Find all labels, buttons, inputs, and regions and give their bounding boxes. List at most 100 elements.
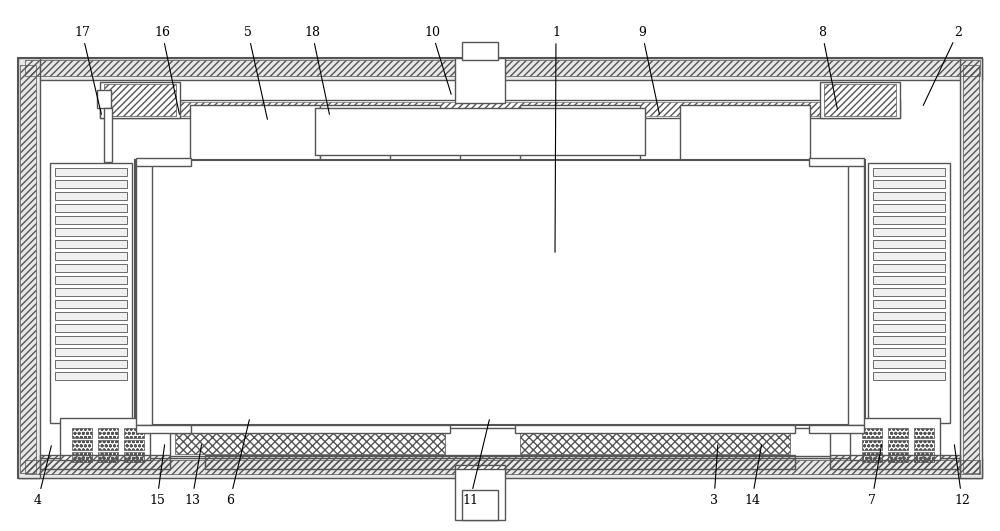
Bar	[18, 58, 982, 80]
Bar	[55, 216, 127, 224]
Bar	[55, 192, 127, 200]
Bar	[18, 58, 982, 478]
Bar	[914, 428, 934, 438]
Text: 10: 10	[424, 25, 440, 39]
Bar	[124, 440, 144, 450]
Bar	[888, 428, 908, 438]
Bar	[873, 348, 945, 356]
Bar	[462, 490, 498, 520]
Bar	[50, 163, 132, 423]
Bar	[55, 168, 127, 176]
Bar	[25, 460, 980, 474]
Bar	[960, 58, 982, 478]
Bar	[18, 458, 982, 478]
Bar	[72, 440, 92, 450]
Text: 17: 17	[74, 25, 90, 39]
Bar	[914, 440, 934, 450]
Text: 9: 9	[638, 25, 646, 39]
Bar	[55, 180, 127, 188]
Bar	[55, 228, 127, 236]
Text: 12: 12	[954, 493, 970, 507]
Bar	[55, 264, 127, 272]
Bar	[850, 418, 940, 460]
Bar	[830, 455, 960, 469]
Bar	[680, 105, 810, 160]
Bar	[873, 360, 945, 368]
Bar	[873, 228, 945, 236]
Bar	[455, 465, 505, 520]
Text: 3: 3	[710, 493, 718, 507]
Bar	[124, 452, 144, 462]
Bar	[462, 42, 498, 60]
Bar	[873, 264, 945, 272]
Bar	[320, 105, 440, 160]
Bar	[55, 336, 127, 344]
Bar	[873, 168, 945, 176]
Bar	[170, 428, 830, 456]
Text: 1: 1	[552, 25, 560, 39]
Bar	[25, 60, 980, 76]
Bar	[55, 372, 127, 380]
Bar	[515, 425, 795, 433]
Bar	[98, 440, 118, 450]
Bar	[55, 240, 127, 248]
Bar	[873, 192, 945, 200]
Bar	[824, 84, 896, 116]
Text: 14: 14	[744, 493, 760, 507]
Bar	[55, 360, 127, 368]
Text: 13: 13	[184, 493, 200, 507]
Text: 7: 7	[868, 493, 876, 507]
Bar	[98, 428, 118, 438]
Bar	[105, 102, 895, 116]
Bar	[390, 118, 460, 160]
Bar	[136, 158, 191, 166]
Bar	[873, 204, 945, 212]
Bar	[20, 65, 36, 473]
Bar	[100, 100, 900, 118]
Bar	[873, 324, 945, 332]
Bar	[104, 108, 112, 162]
Bar	[97, 90, 111, 108]
Bar	[914, 452, 934, 462]
Text: 6: 6	[226, 493, 234, 507]
Bar	[55, 348, 127, 356]
Bar	[873, 312, 945, 320]
Bar	[55, 300, 127, 308]
Bar	[809, 158, 864, 166]
Bar	[873, 276, 945, 284]
Bar	[124, 428, 144, 438]
Bar	[135, 160, 865, 425]
Bar	[862, 428, 882, 438]
Bar	[72, 428, 92, 438]
Bar	[98, 452, 118, 462]
Bar	[40, 455, 170, 469]
Bar	[820, 82, 900, 118]
Bar	[40, 455, 170, 469]
Text: 8: 8	[818, 25, 826, 39]
Bar	[104, 84, 176, 116]
Bar	[136, 425, 191, 433]
Text: 11: 11	[462, 493, 478, 507]
Bar	[55, 204, 127, 212]
Bar	[873, 252, 945, 260]
Bar	[55, 252, 127, 260]
Bar	[809, 425, 864, 433]
Bar	[963, 65, 979, 473]
Bar	[55, 288, 127, 296]
Bar	[315, 108, 645, 155]
Bar	[888, 440, 908, 450]
Bar	[868, 163, 950, 423]
Bar	[830, 455, 960, 469]
Bar	[136, 163, 152, 425]
Text: 18: 18	[304, 25, 320, 39]
Bar	[873, 300, 945, 308]
Bar	[55, 312, 127, 320]
Bar	[520, 105, 640, 160]
Bar	[862, 440, 882, 450]
Bar	[72, 452, 92, 462]
Bar	[862, 452, 882, 462]
Bar	[190, 105, 320, 160]
Bar	[205, 455, 795, 469]
Bar	[848, 163, 864, 425]
Bar	[18, 58, 40, 478]
